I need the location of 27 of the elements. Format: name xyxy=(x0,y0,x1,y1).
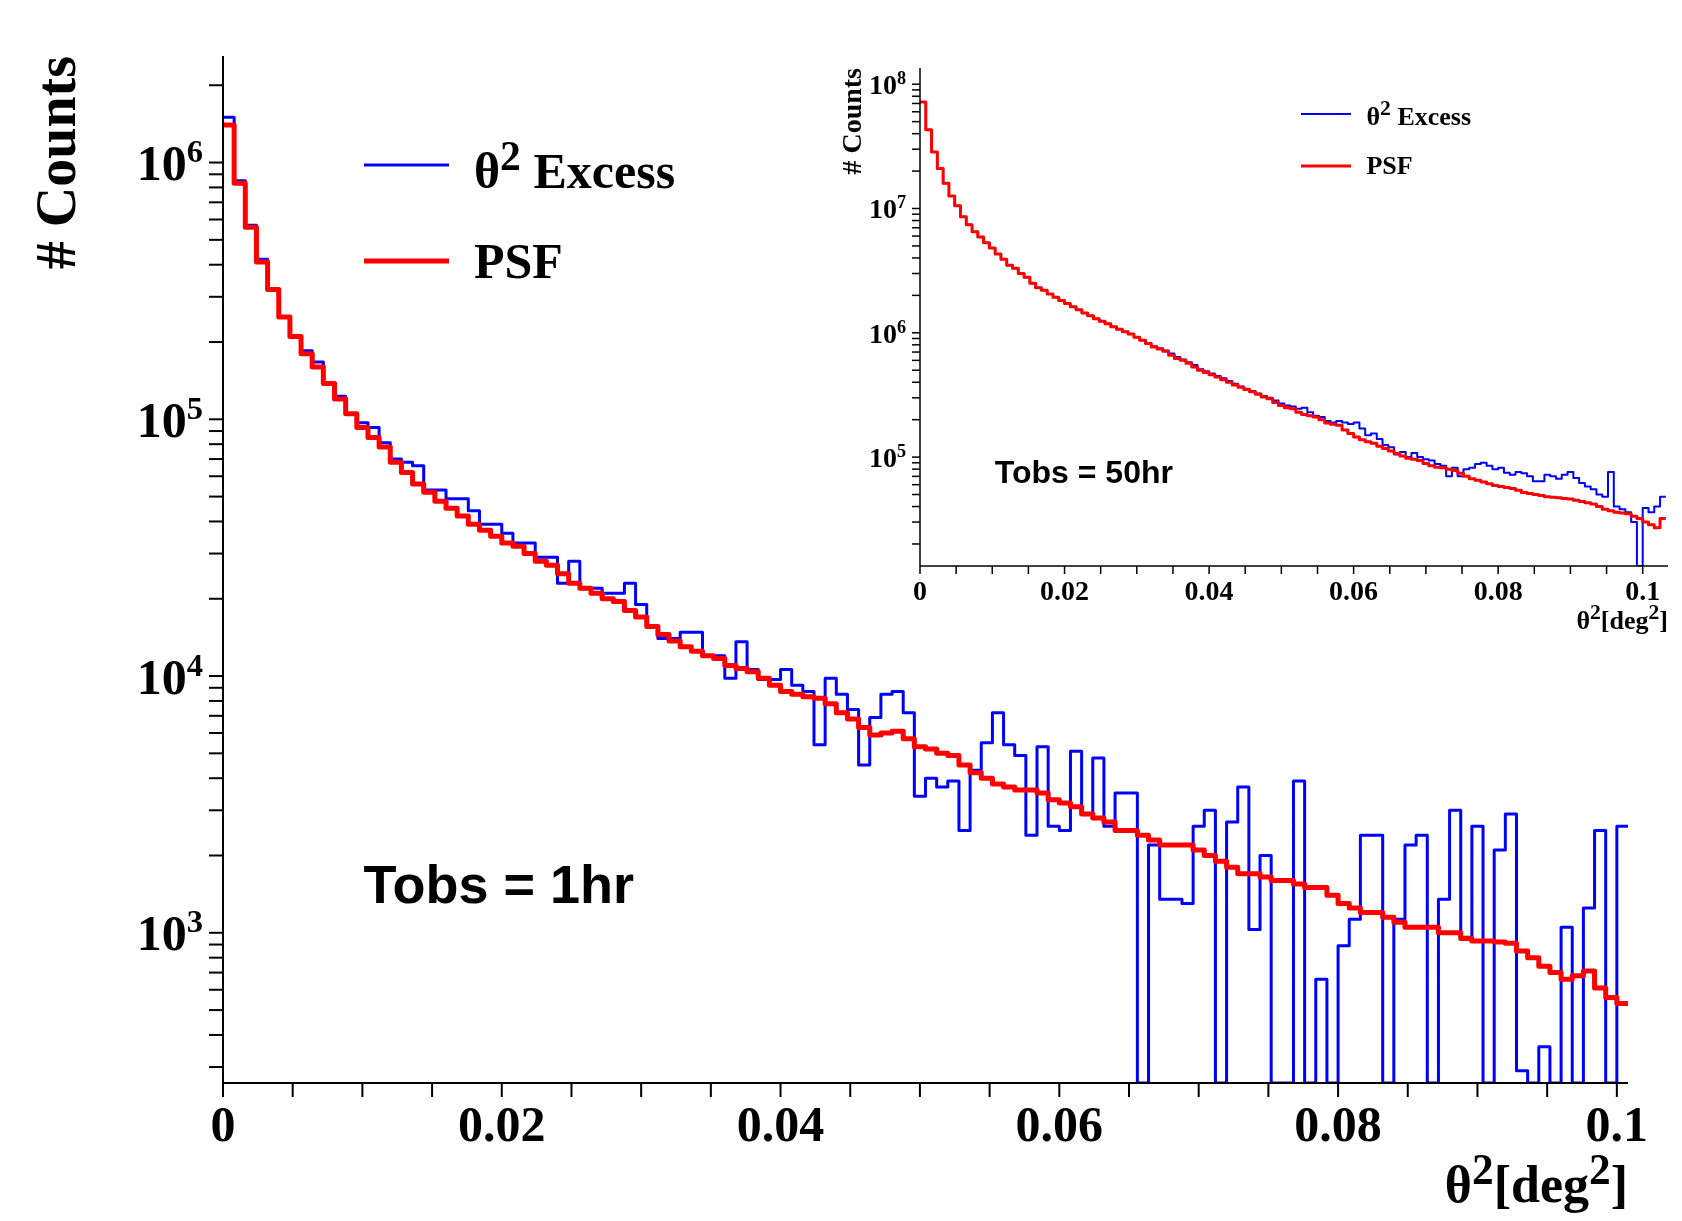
x-tick-label: 0 xyxy=(913,575,927,607)
y-tick-label: 10$^{8}$ xyxy=(868,68,906,100)
x-tick-label: 0.04 xyxy=(736,1096,825,1152)
annotation: Tobs = 1hr xyxy=(363,854,635,915)
x-tick-label: 0.02 xyxy=(458,1096,546,1152)
annotation: Tobs = 50hr xyxy=(994,454,1173,491)
x-tick-label: 0.02 xyxy=(1040,575,1090,607)
x-tick-label: 0.06 xyxy=(1015,1096,1104,1152)
y-tick-label: 10$^{6}$ xyxy=(136,133,203,192)
x-tick-label: 0.08 xyxy=(1473,575,1523,607)
y-tick-label: 10$^{4}$ xyxy=(136,646,203,705)
y-tick-label: 10$^{3}$ xyxy=(136,903,203,962)
x-tick-label: 0.06 xyxy=(1329,575,1379,607)
y-tick-label: 10$^{7}$ xyxy=(868,192,906,225)
x-tick-label: 0 xyxy=(210,1096,236,1152)
x-tick-label: 0.08 xyxy=(1294,1096,1382,1152)
y-axis-title: # Counts xyxy=(835,68,867,175)
legend-label: θ$^{2}$ Excess xyxy=(474,131,676,200)
legend-label: θ$^{2}$ Excess xyxy=(1366,96,1472,132)
y-axis-title: # Counts xyxy=(24,56,87,270)
y-tick-label: 10$^{5}$ xyxy=(136,389,203,448)
y-tick-label: 10$^{6}$ xyxy=(868,316,906,349)
x-tick-label: 0.04 xyxy=(1184,575,1234,607)
y-tick-label: 10$^{5}$ xyxy=(868,440,906,473)
legend-label: PSF xyxy=(474,232,563,291)
x-axis-title: θ$^{2}$[deg$^{2}$] xyxy=(1576,600,1668,636)
legend-label: PSF xyxy=(1366,151,1413,182)
